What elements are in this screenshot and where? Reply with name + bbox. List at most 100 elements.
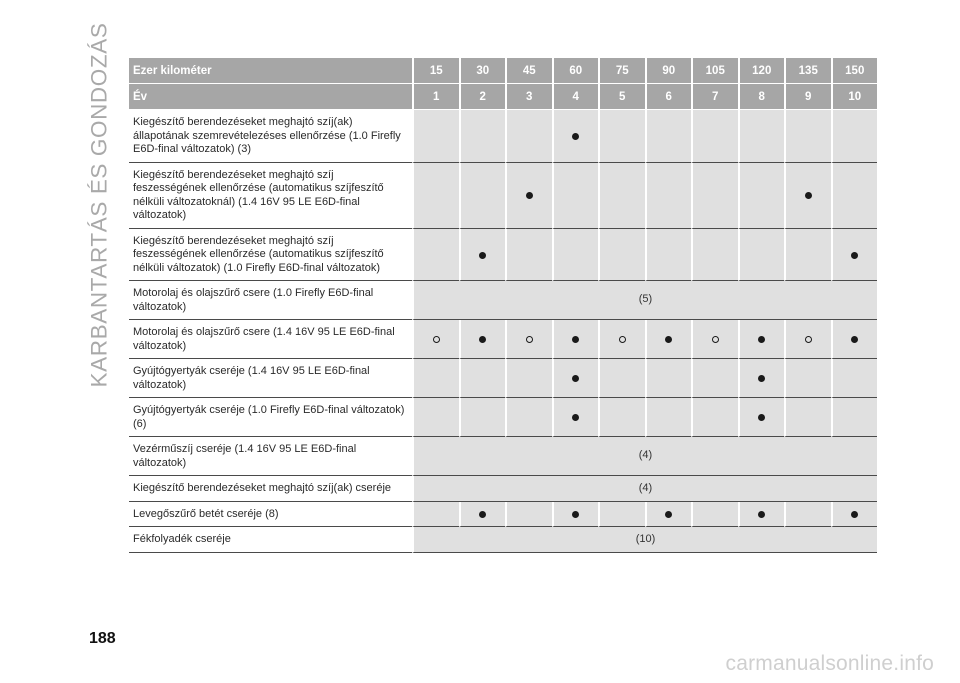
schedule-cell bbox=[458, 110, 505, 163]
schedule-cell bbox=[412, 398, 459, 437]
filled-dot-icon bbox=[851, 251, 859, 259]
filled-dot-icon bbox=[758, 511, 766, 518]
schedule-cell bbox=[551, 228, 598, 281]
schedule-cell bbox=[691, 501, 738, 527]
schedule-cell bbox=[458, 359, 505, 398]
open-circle-icon bbox=[432, 336, 440, 344]
header-year-row: Év 1 2 3 4 5 6 7 8 9 10 bbox=[129, 84, 877, 110]
filled-dot-icon bbox=[851, 336, 859, 344]
header-year-value: 3 bbox=[505, 84, 552, 110]
schedule-cell bbox=[644, 501, 691, 527]
header-year-value: 8 bbox=[737, 84, 784, 110]
filled-dot-icon bbox=[665, 336, 673, 344]
schedule-cell bbox=[644, 228, 691, 281]
filled-dot-icon bbox=[525, 192, 533, 200]
header-km-label: Ezer kilométer bbox=[129, 58, 412, 84]
schedule-cell bbox=[691, 359, 738, 398]
row-label: Gyújtógyertyák cseréje (1.0 Firefly E6D-… bbox=[129, 398, 412, 437]
schedule-cell bbox=[551, 162, 598, 229]
header-year-value: 1 bbox=[412, 84, 459, 110]
schedule-cell bbox=[644, 359, 691, 398]
schedule-cell bbox=[551, 110, 598, 163]
schedule-cell bbox=[412, 110, 459, 163]
header-year-value: 9 bbox=[784, 84, 831, 110]
schedule-cell bbox=[784, 228, 831, 281]
header-km-value: 15 bbox=[412, 58, 459, 84]
schedule-cell bbox=[737, 359, 784, 398]
filled-dot-icon bbox=[479, 251, 487, 259]
open-circle-icon bbox=[525, 336, 533, 344]
header-km-value: 135 bbox=[784, 58, 831, 84]
table-row: Kiegészítő berendezéseket meghajtó szíj(… bbox=[129, 110, 877, 163]
open-circle-icon bbox=[618, 336, 626, 344]
schedule-cell bbox=[691, 110, 738, 163]
filled-dot-icon bbox=[572, 375, 580, 383]
filled-dot-icon bbox=[758, 336, 766, 344]
row-label: Kiegészítő berendezéseket meghajtó szíj(… bbox=[129, 110, 412, 163]
schedule-cell bbox=[830, 501, 877, 527]
schedule-cell bbox=[505, 359, 552, 398]
table-row: Vezérműszíj cseréje (1.4 16V 95 LE E6D-f… bbox=[129, 437, 877, 476]
schedule-cell bbox=[598, 228, 645, 281]
row-label: Kiegészítő berendezéseket meghajtó szíj … bbox=[129, 163, 412, 229]
row-label: Kiegészítő berendezéseket meghajtó szíj … bbox=[129, 229, 412, 281]
header-year-value: 5 bbox=[598, 84, 645, 110]
filled-dot-icon bbox=[758, 414, 766, 422]
schedule-cell bbox=[691, 398, 738, 437]
schedule-cell bbox=[551, 359, 598, 398]
schedule-cell bbox=[737, 110, 784, 163]
header-year-value: 4 bbox=[551, 84, 598, 110]
schedule-cell bbox=[458, 398, 505, 437]
schedule-cell bbox=[505, 320, 552, 359]
schedule-cell bbox=[551, 398, 598, 437]
schedule-cell bbox=[598, 320, 645, 359]
header-year-value: 10 bbox=[830, 84, 877, 110]
row-note-reference: (4) bbox=[412, 437, 877, 476]
schedule-cell bbox=[598, 110, 645, 163]
header-km-value: 45 bbox=[505, 58, 552, 84]
filled-dot-icon bbox=[665, 511, 673, 518]
schedule-cell bbox=[737, 228, 784, 281]
schedule-cell bbox=[737, 501, 784, 527]
schedule-cell bbox=[784, 501, 831, 527]
schedule-cell bbox=[412, 501, 459, 527]
schedule-cell bbox=[598, 501, 645, 527]
schedule-cell bbox=[784, 320, 831, 359]
schedule-cell bbox=[598, 162, 645, 229]
row-label: Gyújtógyertyák cseréje (1.4 16V 95 LE E6… bbox=[129, 359, 412, 398]
schedule-cell bbox=[784, 398, 831, 437]
section-title: KARBANTARTÁS ÉS GONDOZÁS bbox=[84, 23, 114, 388]
header-km-value: 90 bbox=[644, 58, 691, 84]
row-note-reference: (4) bbox=[412, 476, 877, 502]
filled-dot-icon bbox=[572, 336, 580, 344]
schedule-cell bbox=[737, 162, 784, 229]
schedule-cell bbox=[737, 320, 784, 359]
schedule-cell bbox=[598, 398, 645, 437]
table-row: Fékfolyadék cseréje (10) bbox=[129, 527, 877, 553]
schedule-cell bbox=[830, 359, 877, 398]
schedule-cell bbox=[830, 110, 877, 163]
schedule-cell bbox=[505, 398, 552, 437]
section-title-text: KARBANTARTÁS ÉS GONDOZÁS bbox=[86, 22, 112, 388]
schedule-cell bbox=[458, 228, 505, 281]
row-label: Vezérműszíj cseréje (1.4 16V 95 LE E6D-f… bbox=[129, 437, 412, 476]
schedule-cell bbox=[691, 228, 738, 281]
row-note-reference: (10) bbox=[412, 527, 877, 553]
schedule-cell bbox=[458, 162, 505, 229]
table-row: Kiegészítő berendezéseket meghajtó szíj(… bbox=[129, 476, 877, 502]
filled-dot-icon bbox=[758, 375, 766, 383]
row-note-reference: (5) bbox=[412, 281, 877, 320]
schedule-cell bbox=[551, 320, 598, 359]
table-row: Levegőszűrő betét cseréje (8) bbox=[129, 501, 877, 527]
schedule-cell bbox=[830, 398, 877, 437]
header-year-value: 7 bbox=[691, 84, 738, 110]
row-label: Kiegészítő berendezéseket meghajtó szíj(… bbox=[129, 476, 412, 502]
schedule-cell bbox=[830, 162, 877, 229]
table-row: Motorolaj és olajszűrő csere (1.0 Firefl… bbox=[129, 281, 877, 320]
schedule-cell bbox=[458, 501, 505, 527]
schedule-cell bbox=[412, 320, 459, 359]
schedule-cell bbox=[412, 162, 459, 229]
schedule-cell bbox=[505, 162, 552, 229]
table-row: Kiegészítő berendezéseket meghajtó szíj … bbox=[129, 228, 877, 281]
header-km-value: 120 bbox=[737, 58, 784, 84]
